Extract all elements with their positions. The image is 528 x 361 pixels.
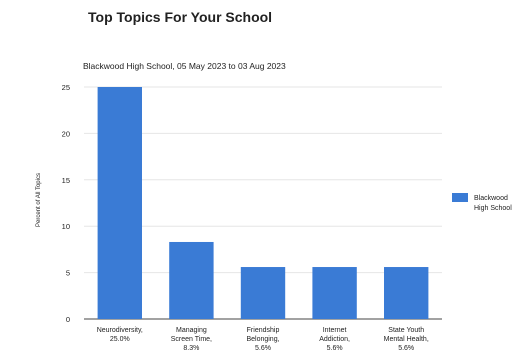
x-tick-label: Managing Screen Time, 8.3% xyxy=(171,327,212,352)
chart-subtitle: Blackwood High School, 05 May 2023 to 03… xyxy=(83,61,286,71)
bar xyxy=(97,87,142,319)
legend-entry-text: Blackwood High School xyxy=(474,195,512,212)
x-tick-label: Neurodiversity, 25.0% xyxy=(97,327,143,343)
y-axis-ticks: 0 5 10 15 20 25 xyxy=(62,83,70,324)
legend-label: Blackwood High School xyxy=(474,195,512,212)
y-tick-label: 5 xyxy=(66,269,70,278)
bar xyxy=(169,241,214,319)
x-tick-label: Internet Addiction, 5.6% xyxy=(319,327,350,352)
page-title: Top Topics For Your School xyxy=(88,9,273,25)
legend-swatch xyxy=(452,193,468,202)
y-axis-label: Percent of All Topics xyxy=(36,173,42,227)
bar xyxy=(312,267,357,319)
y-tick-label: 25 xyxy=(62,83,70,92)
bars xyxy=(97,87,429,319)
x-axis-labels: Neurodiversity, 25.0% Managing Screen Time,… xyxy=(97,327,429,352)
y-tick-label: 20 xyxy=(62,129,70,138)
y-tick-label: 0 xyxy=(66,315,70,324)
y-tick-label: 15 xyxy=(62,176,70,185)
bar xyxy=(240,267,286,319)
x-tick-label: State Youth Mental Health, 5.6% xyxy=(384,327,429,352)
legend: Blackwood High School xyxy=(452,193,512,212)
x-tick-label: Friendship Belonging, 5.6% xyxy=(246,327,279,352)
bar xyxy=(384,267,429,319)
y-tick-label: 10 xyxy=(62,222,70,231)
